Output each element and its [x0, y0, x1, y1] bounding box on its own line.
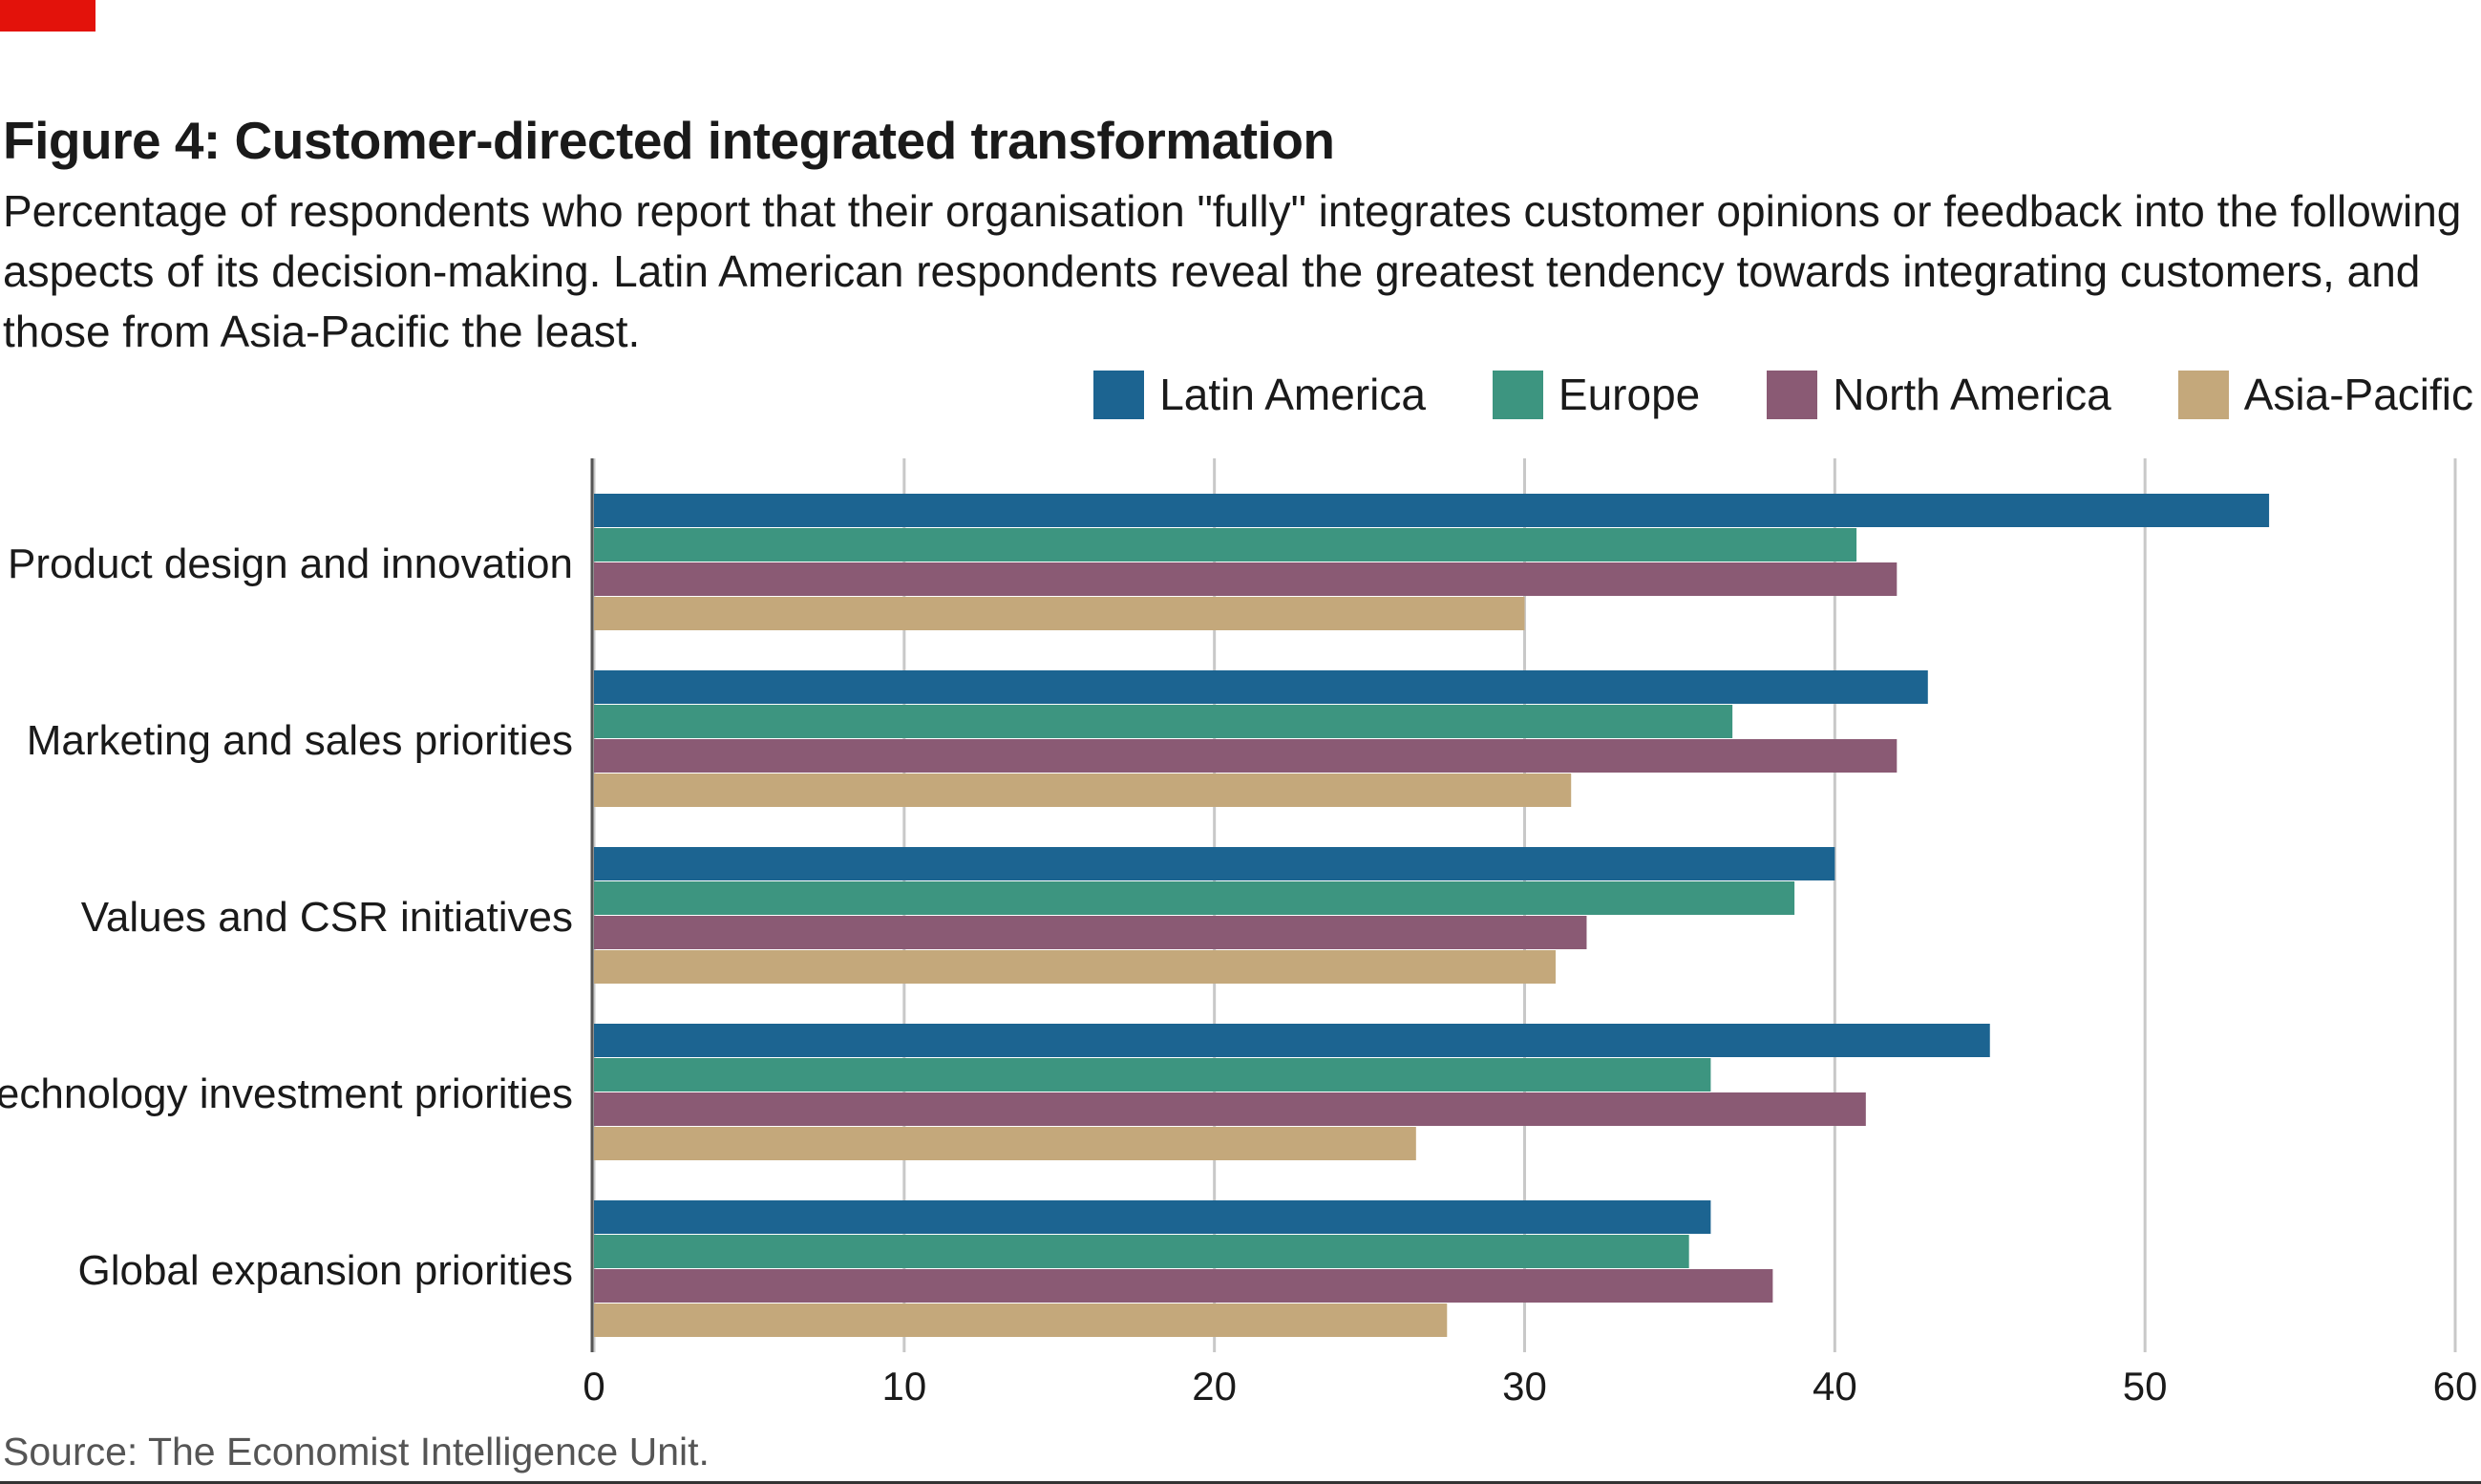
legend-label-latin-america: Latin America [1159, 370, 1426, 419]
bar-values-and-csr-initiatives-asia-pacific [594, 950, 1556, 984]
bar-product-design-and-innovation-latin-america [594, 494, 2270, 527]
legend-item-asia-pacific: Asia-Pacific [2177, 369, 2473, 420]
x-tick-label: 10 [881, 1364, 926, 1409]
x-tick-label: 50 [2123, 1364, 2168, 1409]
category-label: Product design and innovation [8, 541, 573, 587]
legend-item-north-america: North America [1767, 369, 2111, 420]
bar-values-and-csr-initiatives-latin-america [594, 847, 1835, 880]
bar-product-design-and-innovation-europe [594, 528, 1857, 562]
category-label: Technology investment priorities [0, 1071, 573, 1117]
bar-marketing-and-sales-priorities-europe [594, 705, 1733, 738]
bar-chart: Product design and innovation Marketing a… [0, 458, 2478, 1409]
x-tick-label: 30 [1502, 1364, 1547, 1409]
bar-global-expansion-priorities-europe [594, 1235, 1689, 1268]
bar-marketing-and-sales-priorities-latin-america [594, 670, 1928, 704]
bar-technology-investment-priorities-europe [594, 1058, 1711, 1092]
legend-label-asia-pacific: Asia-Pacific [2243, 370, 2473, 419]
legend-label-europe: Europe [1558, 370, 1701, 419]
chart-subtitle: Percentage of respondents who report tha… [3, 186, 2462, 356]
legend-item-latin-america: Latin America [1093, 369, 1426, 420]
legend-swatch-asia-pacific [2177, 370, 2229, 419]
bar-technology-investment-priorities-asia-pacific [594, 1127, 1416, 1160]
x-tick-label: 20 [1192, 1364, 1237, 1409]
bar-values-and-csr-initiatives-europe [594, 881, 1795, 915]
bar-global-expansion-priorities-asia-pacific [594, 1304, 1448, 1337]
chart-title: Figure 4: Customer-directed integrated t… [3, 111, 1335, 170]
bar-product-design-and-innovation-north-america [594, 562, 1898, 596]
legend-swatch-europe [1492, 370, 1543, 419]
category-label: Values and CSR initiatives [81, 894, 573, 941]
bar-technology-investment-priorities-north-america [594, 1092, 1866, 1126]
x-tick-label: 40 [1813, 1364, 1857, 1409]
source-note: Source: The Economist Intelligence Unit. [3, 1430, 710, 1473]
bar-values-and-csr-initiatives-north-america [594, 916, 1587, 949]
bar-technology-investment-priorities-latin-america [594, 1024, 1990, 1057]
bar-global-expansion-priorities-latin-america [594, 1200, 1711, 1234]
bottom-rule [0, 1481, 2481, 1484]
legend-label-north-america: North America [1833, 370, 2111, 419]
legend-item-europe: Europe [1492, 369, 1701, 420]
x-tick-label: 60 [2433, 1364, 2478, 1409]
legend-swatch-latin-america [1093, 370, 1145, 419]
chart-legend: Latin America Europe North America Asia-… [1093, 368, 2473, 421]
bar-product-design-and-innovation-asia-pacific [594, 597, 1525, 630]
bar-marketing-and-sales-priorities-asia-pacific [594, 774, 1572, 807]
category-label: Marketing and sales priorities [27, 717, 573, 764]
bar-global-expansion-priorities-north-america [594, 1269, 1773, 1303]
brand-accent-tag [0, 0, 95, 32]
legend-swatch-north-america [1767, 370, 1818, 419]
category-label: Global expansion priorities [77, 1247, 573, 1294]
bar-marketing-and-sales-priorities-north-america [594, 739, 1898, 773]
x-tick-label: 0 [583, 1364, 604, 1409]
